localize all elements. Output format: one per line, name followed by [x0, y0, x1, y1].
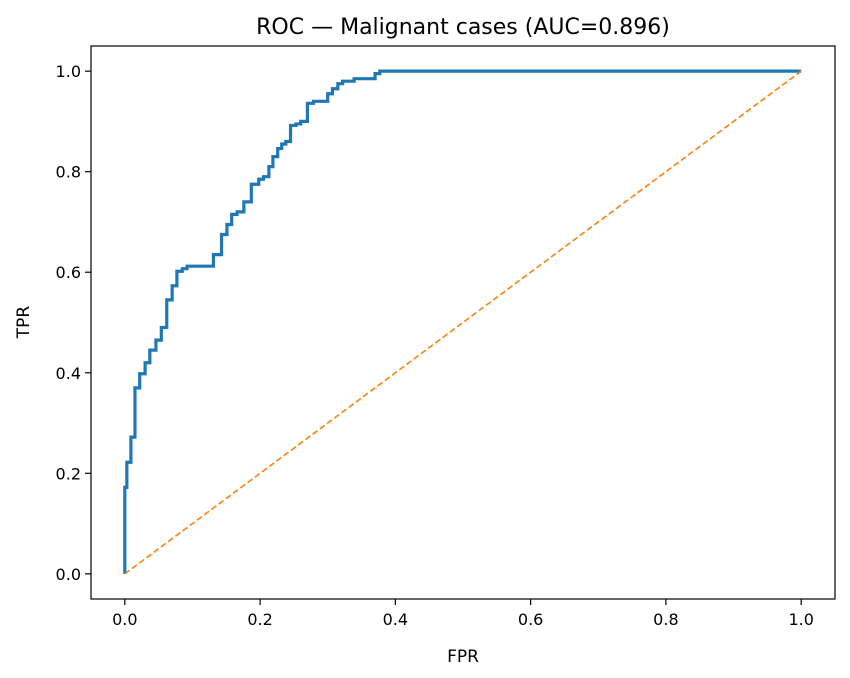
y-axis: 0.0 0.2 0.4 0.6 0.8 1.0	[56, 62, 91, 584]
y-tick-label: 0.4	[56, 364, 81, 383]
y-axis-label: TPR	[14, 306, 34, 340]
y-tick-label: 0.2	[56, 464, 81, 483]
x-tick-label: 0.0	[112, 610, 137, 629]
x-axis: 0.0 0.2 0.4 0.6 0.8 1.0	[112, 599, 814, 629]
x-tick-label: 0.6	[518, 610, 543, 629]
x-tick-label: 0.4	[383, 610, 408, 629]
x-tick-label: 0.2	[247, 610, 272, 629]
chart-title: ROC — Malignant cases (AUC=0.896)	[256, 15, 670, 40]
x-axis-label: FPR	[447, 647, 479, 667]
y-tick-label: 0.0	[56, 565, 81, 584]
y-tick-label: 1.0	[56, 62, 81, 81]
axes-frame	[90, 45, 836, 600]
x-tick-label: 0.8	[653, 610, 678, 629]
y-tick-label: 0.8	[56, 163, 81, 182]
y-tick-label: 0.6	[56, 263, 81, 282]
roc-curve-line	[123, 69, 802, 574]
x-tick-label: 1.0	[788, 610, 813, 629]
chance-diagonal-line	[124, 70, 802, 575]
plot-area	[123, 69, 802, 575]
